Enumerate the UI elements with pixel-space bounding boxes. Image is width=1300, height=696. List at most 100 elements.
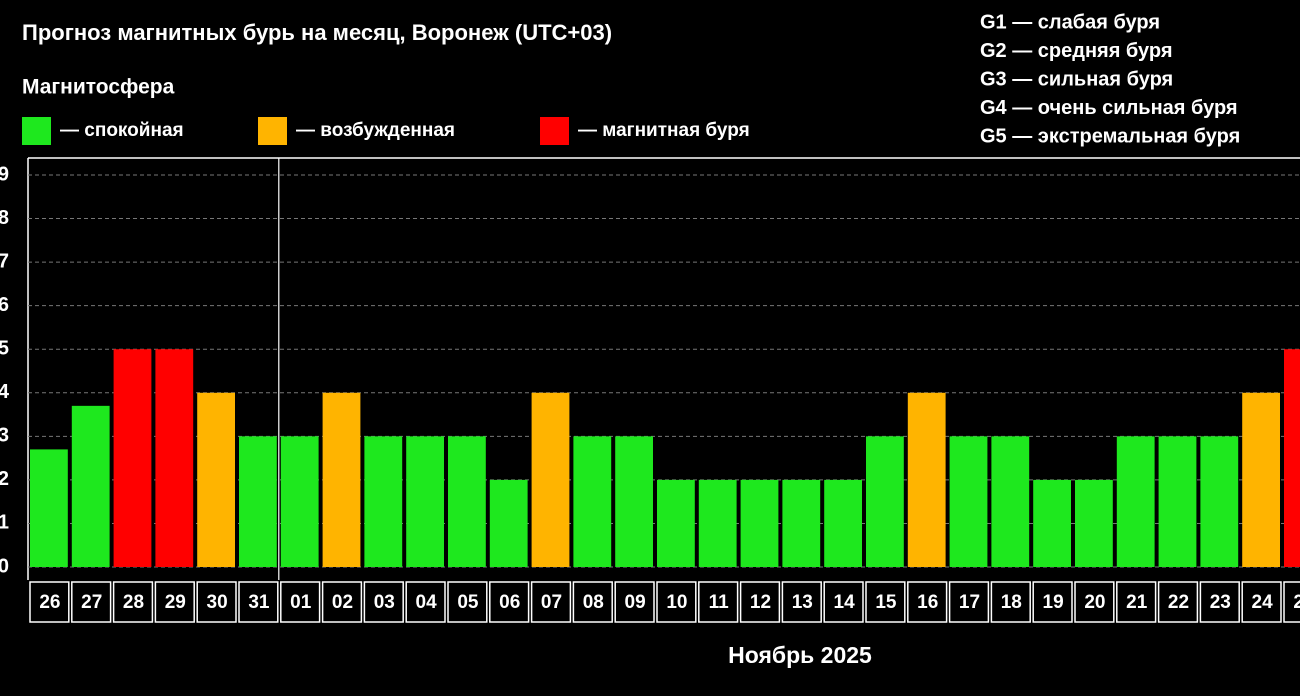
scale-note: G5 — экстремальная буря bbox=[980, 125, 1240, 147]
x-tick-box bbox=[739, 581, 781, 623]
y-tick-label: 5 bbox=[0, 338, 9, 360]
y-tick-label: 2 bbox=[0, 468, 9, 490]
bar bbox=[113, 349, 152, 567]
x-tick-label: 17 bbox=[959, 592, 980, 613]
x-axis-label: Ноябрь 2025 bbox=[728, 642, 872, 668]
x-tick-box bbox=[1157, 581, 1199, 623]
x-tick-box bbox=[112, 581, 154, 623]
x-tick-label: 20 bbox=[1084, 592, 1105, 613]
x-tick-label: 22 bbox=[1168, 592, 1189, 613]
x-tick-label: 18 bbox=[1001, 592, 1022, 613]
scale-note: G3 — сильная буря bbox=[980, 68, 1173, 90]
x-tick-box bbox=[154, 581, 195, 623]
bar bbox=[364, 436, 403, 567]
bar bbox=[1116, 436, 1155, 567]
x-tick-box bbox=[907, 581, 948, 623]
legend-swatch bbox=[22, 117, 51, 145]
x-tick-label: 10 bbox=[666, 592, 687, 613]
x-tick-box bbox=[321, 581, 363, 623]
x-tick-box bbox=[1074, 581, 1115, 623]
x-tick-label: 30 bbox=[207, 592, 228, 613]
x-tick-label: 02 bbox=[332, 592, 353, 613]
y-tick-label: 0 bbox=[0, 555, 9, 577]
x-tick-label: 01 bbox=[290, 592, 312, 613]
bar bbox=[406, 436, 444, 567]
x-tick-box bbox=[489, 581, 530, 623]
bar bbox=[824, 479, 862, 567]
x-tick-box bbox=[948, 581, 990, 623]
x-tick-box bbox=[405, 581, 446, 623]
y-tick-label: 3 bbox=[0, 425, 9, 447]
x-tick-box bbox=[447, 581, 488, 623]
x-tick-box bbox=[656, 581, 697, 623]
bar bbox=[1158, 436, 1197, 567]
bar bbox=[907, 392, 946, 567]
bar bbox=[1033, 479, 1071, 567]
legend-swatch bbox=[540, 117, 569, 145]
x-tick-label: 21 bbox=[1126, 592, 1148, 613]
x-tick-label: 12 bbox=[750, 592, 771, 613]
y-tick-label: 8 bbox=[0, 207, 9, 229]
x-tick-box bbox=[614, 581, 655, 623]
y-tick-label: 9 bbox=[0, 163, 9, 185]
x-tick-box bbox=[1241, 581, 1282, 623]
x-tick-label: 24 bbox=[1252, 592, 1274, 613]
legend-swatch bbox=[258, 117, 287, 145]
bar bbox=[322, 392, 361, 567]
scale-note: G2 — средняя буря bbox=[980, 40, 1173, 62]
chart-subtitle: Магнитосфера bbox=[22, 76, 175, 99]
scale-note: G1 — слабая буря bbox=[980, 11, 1160, 33]
x-tick-box bbox=[530, 581, 572, 623]
legend-label: — спокойная bbox=[60, 120, 184, 141]
bar bbox=[866, 436, 904, 567]
x-tick-label: 25 bbox=[1293, 592, 1300, 613]
x-tick-box bbox=[363, 581, 404, 623]
x-tick-label: 16 bbox=[917, 592, 938, 613]
x-tick-label: 11 bbox=[709, 592, 730, 613]
chart-title: Прогноз магнитных бурь на месяц, Воронеж… bbox=[22, 20, 612, 45]
x-tick-label: 03 bbox=[374, 592, 395, 613]
x-tick-box bbox=[238, 581, 279, 623]
x-tick-label: 14 bbox=[834, 592, 856, 613]
x-tick-box bbox=[1199, 581, 1240, 623]
x-tick-label: 23 bbox=[1210, 592, 1231, 613]
y-tick-label: 7 bbox=[0, 250, 9, 272]
y-tick-label: 4 bbox=[0, 381, 10, 403]
x-tick-box bbox=[572, 581, 613, 623]
bar bbox=[1284, 349, 1300, 567]
bar bbox=[657, 479, 695, 567]
bar bbox=[573, 436, 612, 567]
x-tick-label: 07 bbox=[541, 592, 562, 613]
bar bbox=[531, 392, 570, 567]
x-tick-box bbox=[781, 581, 822, 623]
legend-label: — возбужденная bbox=[296, 120, 455, 141]
x-tick-box bbox=[823, 581, 864, 623]
x-tick-box bbox=[196, 581, 237, 623]
x-tick-box bbox=[71, 581, 112, 623]
bar bbox=[239, 436, 277, 567]
bar bbox=[280, 436, 319, 567]
bar bbox=[1200, 436, 1239, 567]
x-tick-label: 09 bbox=[625, 592, 646, 613]
scale-note: G4 — очень сильная буря bbox=[980, 97, 1238, 119]
x-tick-box bbox=[990, 581, 1031, 623]
bar bbox=[949, 436, 988, 567]
bar bbox=[991, 436, 1030, 567]
x-tick-box bbox=[1032, 581, 1073, 623]
bar bbox=[71, 405, 110, 567]
x-tick-label: 26 bbox=[39, 592, 60, 613]
x-tick-box bbox=[698, 581, 739, 623]
bar bbox=[698, 479, 737, 567]
bar bbox=[740, 479, 779, 567]
x-tick-label: 06 bbox=[499, 592, 520, 613]
bar bbox=[448, 436, 486, 567]
bar bbox=[1075, 479, 1113, 567]
y-tick-label: 6 bbox=[0, 294, 9, 316]
x-tick-label: 04 bbox=[416, 592, 438, 613]
x-tick-label: 29 bbox=[165, 592, 186, 613]
x-tick-label: 05 bbox=[457, 592, 479, 613]
x-tick-box bbox=[865, 581, 906, 623]
x-tick-box bbox=[1283, 581, 1300, 623]
bar bbox=[615, 436, 653, 567]
